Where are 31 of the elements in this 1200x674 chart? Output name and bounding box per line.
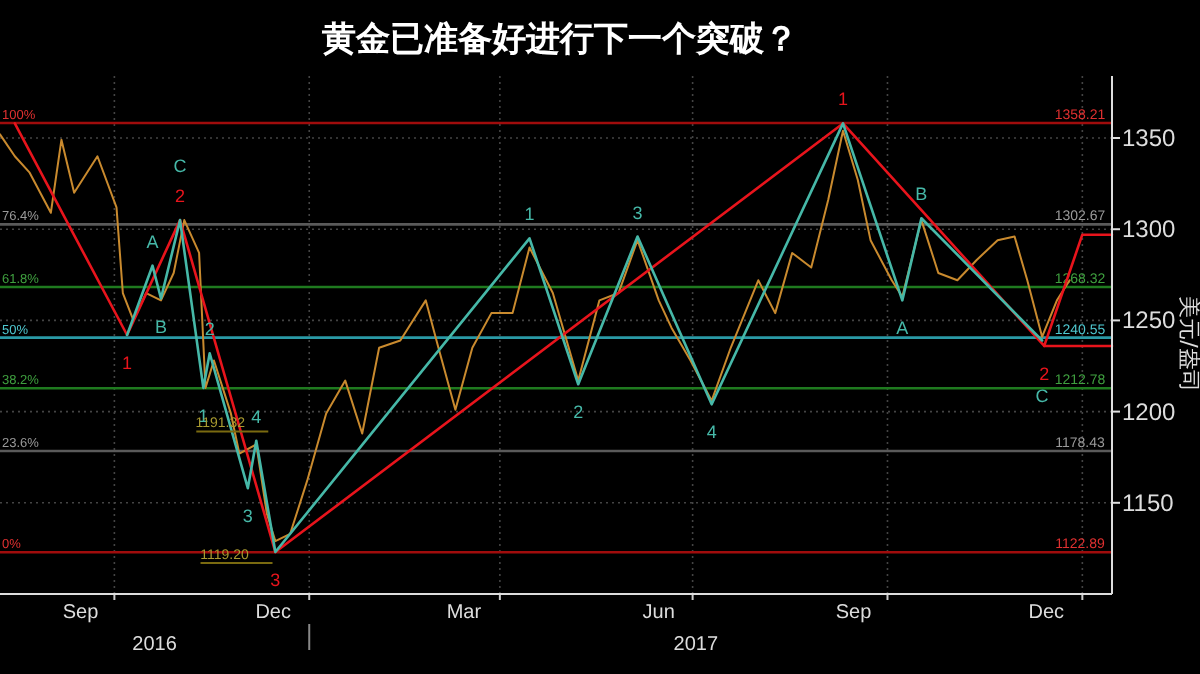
annotation: C [173,156,188,177]
annotation: A [146,231,159,252]
y-tick-label: 1350 [1122,124,1177,153]
annotation: C [1035,385,1050,406]
annotation: 2 [175,186,186,207]
x-tick-label: Jun [642,602,675,624]
x-tick-label: Dec [1028,602,1065,624]
y-tick-label: 1300 [1122,215,1177,244]
annotation: 3 [632,202,643,223]
y-tick-label: 1200 [1122,397,1177,426]
y-tick-label: 1150 [1122,488,1175,517]
text: 2016 [132,634,178,656]
annotation: 1 [837,89,849,110]
annotation: 3 [270,570,281,591]
x-tick-label: Dec [255,602,292,624]
annotation: B [915,184,928,205]
x-tick-label: Sep [835,602,873,624]
annotation: 2 [1039,363,1050,384]
text: 2017 [673,634,719,656]
annotation: 3 [242,506,253,527]
annotation: 4 [251,406,262,427]
annotation: 1 [524,204,535,225]
x-tick-label: Sep [62,602,100,624]
annotation: 4 [706,422,717,443]
annotation: B [154,316,167,337]
chart-title: 黄金已准备好进行下一个突破？ [320,20,798,60]
annotation: 1 [122,353,133,373]
annotation: 2 [573,402,584,423]
annotation: A [896,318,909,339]
y-tick-label: 1250 [1122,306,1177,335]
x-tick-label: Mar [446,602,483,624]
